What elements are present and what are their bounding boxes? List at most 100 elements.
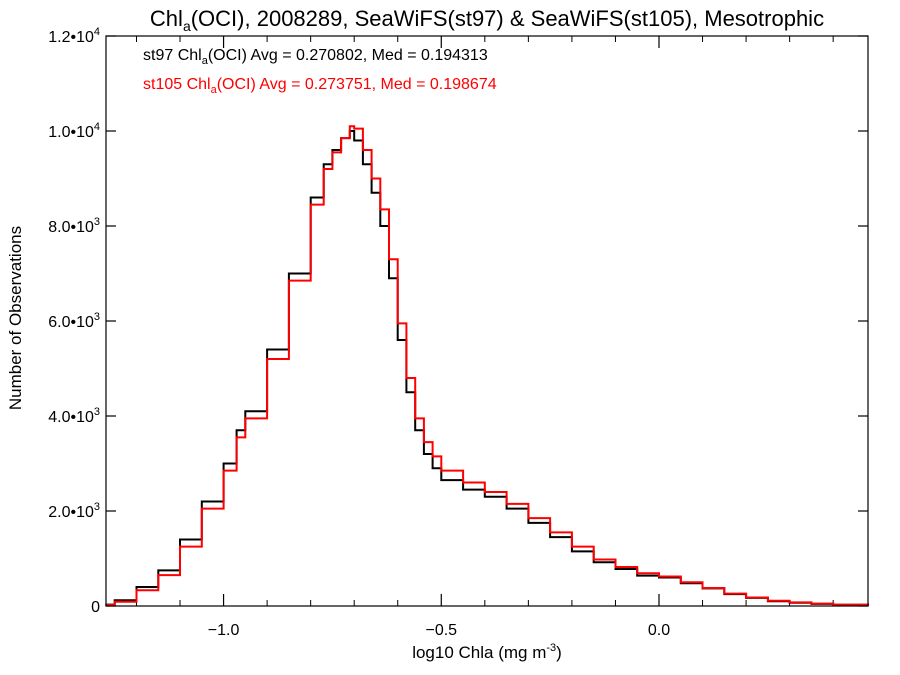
series-st105-line [106, 125, 869, 606]
series-st105-point [379, 208, 382, 211]
series-st97-point [235, 429, 238, 432]
series-st97-point [414, 429, 416, 432]
series-st105-point [113, 600, 116, 603]
series-st97-point [484, 495, 486, 498]
series-st97-point [549, 536, 551, 538]
series-st97-point [244, 410, 247, 413]
chart-title-text: Chl [150, 6, 183, 31]
series-st97-point [362, 163, 364, 166]
series-st97-point [388, 277, 390, 280]
series-st105-point [244, 417, 247, 420]
x-axis-label-superscript: -3 [546, 642, 556, 654]
series-st105-point [396, 322, 399, 325]
series-st97-point [113, 599, 116, 602]
y-axis-label: Number of Observations [6, 226, 25, 410]
series-st97-point [405, 391, 408, 394]
series-st105-point [431, 455, 434, 458]
series-st105-point [658, 575, 660, 578]
series-st97-point [423, 453, 425, 455]
x-tick-label-2: 0.0 [648, 622, 670, 639]
series-st97-point [431, 467, 434, 470]
series-st105-point [179, 545, 181, 548]
x-axis-label-text: log10 Chla (mg m [412, 643, 546, 662]
series-st105-point [362, 149, 364, 151]
x-axis-label-text-rest: ) [556, 643, 562, 662]
series-st105-point [592, 558, 595, 561]
chart-title-text-rest: (OCI), 2008289, SeaWiFS(st97) & SeaWiFS(… [191, 6, 824, 31]
y-tick-label-0: 0 [91, 599, 100, 616]
y-tick-label-3: 6.0•103 [48, 311, 100, 331]
series-st97-point [396, 339, 399, 341]
legend-entry-st97: st97 Chla(OCI) Avg = 0.270802, Med = 0.1… [143, 47, 488, 67]
plot-frame [105, 35, 869, 607]
series-st105-point [388, 258, 390, 261]
series-st97-point [636, 574, 639, 577]
series-st105-point [331, 151, 334, 154]
series-st97-point [462, 488, 464, 491]
series-st105-point [614, 566, 617, 568]
series-st105-point [414, 417, 416, 420]
series-st105-point [832, 603, 834, 606]
series-st97-point [288, 272, 290, 275]
y-tick-label-4: 8.0•103 [48, 216, 100, 236]
series-st105-point [788, 601, 791, 604]
legend: st97 Chla(OCI) Avg = 0.270802, Med = 0.1… [143, 47, 497, 96]
series-st97-point [571, 550, 573, 553]
series-st105-point [527, 517, 530, 519]
series-group [105, 125, 869, 607]
series-st105-point [288, 279, 290, 282]
series-st97-point [370, 191, 373, 194]
series-st105-point [810, 602, 813, 605]
series-st105-point [679, 581, 682, 584]
y-axis: 0 2.0•103 4.0•103 6.0•103 8.0•103 1.0•104 1.2•… [48, 26, 868, 616]
x-axis-label: log10 Chla (mg m-3) [412, 642, 562, 662]
series-st97-point [353, 139, 355, 142]
series-st105-point [340, 137, 342, 139]
y-tick-label-1: 2.0•103 [48, 501, 100, 521]
x-tick-label-0: −1.0 [208, 622, 240, 639]
series-st97-point [135, 586, 138, 588]
series-st97-point [179, 538, 181, 541]
series-st97-point [200, 500, 203, 503]
series-st105-point [767, 599, 769, 602]
chart-title: Chla(OCI), 2008289, SeaWiFS(st97) & SeaW… [150, 6, 824, 34]
chart-title-subscript: a [183, 18, 191, 34]
series-st97-point [440, 479, 443, 481]
series-st105-point [322, 168, 325, 170]
x-tick-label-1: −0.5 [425, 622, 457, 639]
legend-entry-st105: st105 Chla(OCI) Avg = 0.273751, Med = 0.… [143, 76, 497, 96]
series-st105-point [636, 572, 639, 575]
series-st105-point [440, 469, 443, 472]
series-st105-point [745, 596, 747, 599]
series-st105-point [222, 469, 225, 472]
y-tick-label-6: 1.2•104 [48, 26, 100, 46]
series-st105-point [405, 377, 408, 379]
series-st105-point [423, 441, 425, 443]
series-st105-point [349, 125, 351, 128]
y-tick-label-2: 4.0•103 [48, 406, 100, 426]
series-st97-point [614, 568, 617, 570]
series-st105-point [462, 481, 464, 484]
series-st105-point [235, 436, 238, 439]
series-st105-point [353, 127, 355, 130]
series-st97-point [592, 561, 595, 564]
series-st97-point [157, 569, 160, 572]
series-st105-point [723, 592, 726, 595]
series-st97-point [322, 163, 325, 166]
series-st97-point [505, 507, 508, 510]
series-st105-point [266, 358, 268, 360]
x-axis: −1.0 −0.5 0.0 [135, 36, 834, 639]
series-st105-point [505, 503, 508, 505]
series-st105-point [309, 203, 312, 206]
series-st97-point [331, 149, 334, 151]
series-st105-point [549, 531, 551, 534]
series-st97-point [266, 348, 268, 351]
series-st105-point [135, 589, 138, 592]
series-st105-point [370, 177, 373, 180]
series-st97-point [309, 196, 312, 199]
series-st97-point [527, 522, 530, 524]
series-st105-point [157, 574, 160, 576]
series-st105-point [200, 507, 203, 510]
